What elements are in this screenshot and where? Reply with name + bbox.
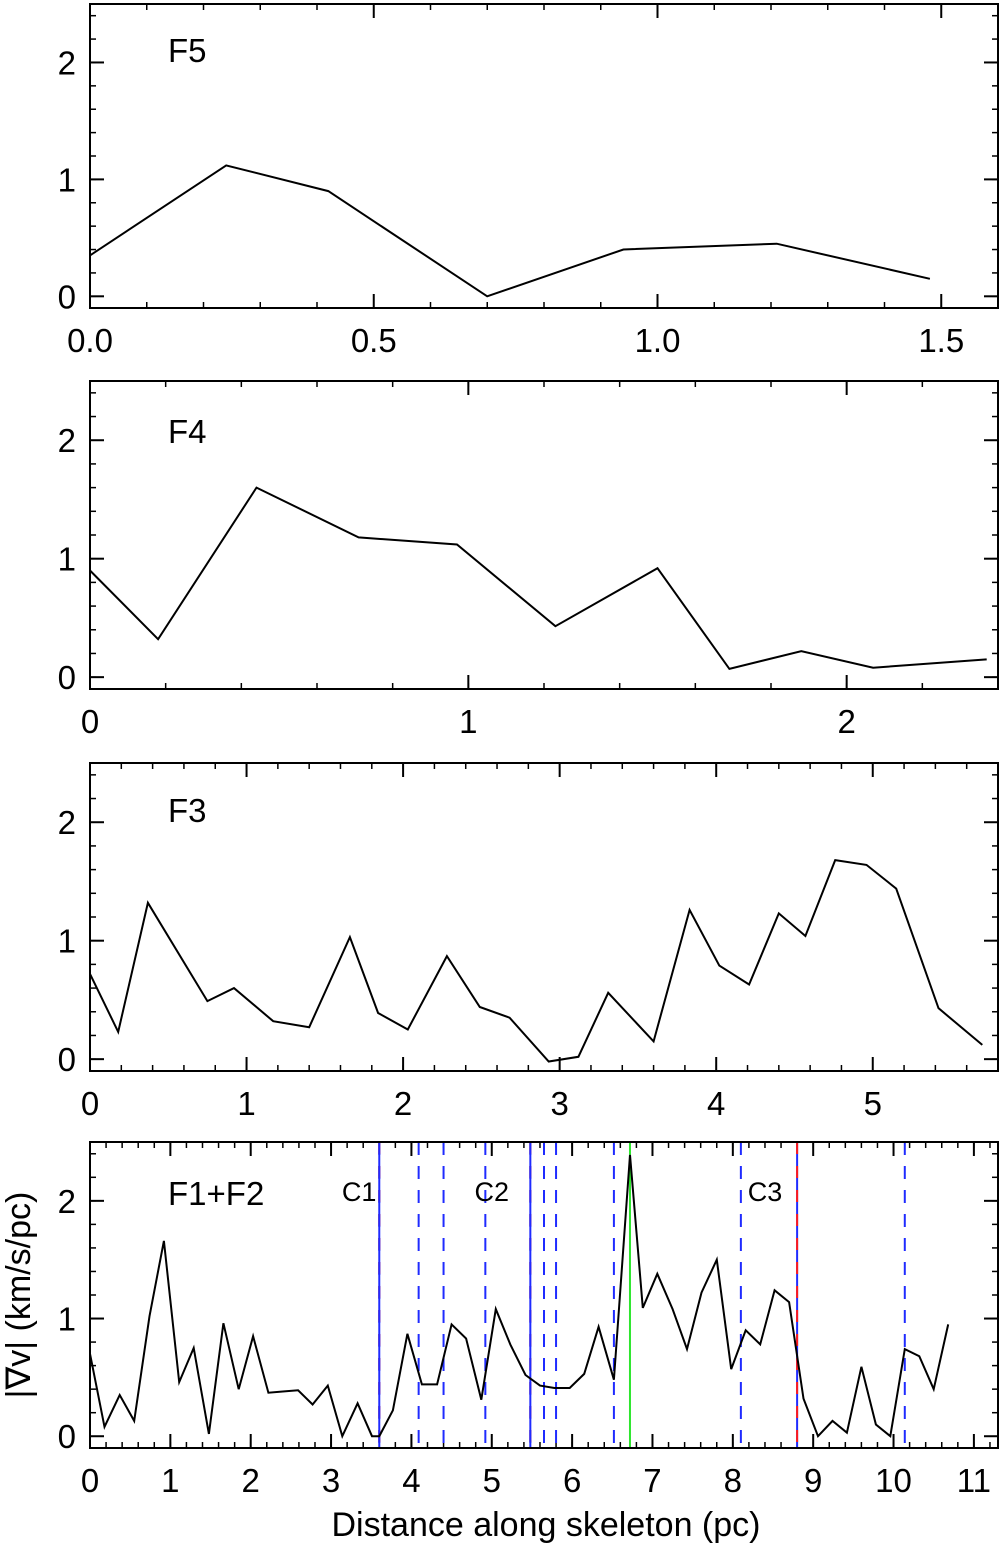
x-axis-label: Distance along skeleton (pc)	[331, 1506, 760, 1544]
y-tick-label: 1	[58, 541, 76, 578]
annotation-label: C2	[475, 1177, 510, 1207]
x-tick-label: 2	[837, 703, 855, 740]
series-line	[89, 164, 931, 298]
x-tick-label: 9	[804, 1462, 822, 1499]
y-tick-label: 1	[58, 161, 76, 198]
annotation-label: C1	[342, 1177, 377, 1207]
y-tick-label: 1	[58, 1301, 76, 1338]
panel-label: F5	[168, 32, 207, 69]
plot-frame	[89, 762, 999, 1072]
x-tick-label: 0	[81, 703, 99, 740]
x-tick-label: 7	[643, 1462, 661, 1499]
x-tick-label: 5	[864, 1085, 882, 1122]
y-tick-label: 0	[58, 1041, 76, 1078]
y-tick-label: 0	[58, 1418, 76, 1455]
x-tick-label: 0.5	[351, 322, 397, 359]
series-line	[89, 1154, 950, 1440]
x-tick-label: 1	[161, 1462, 179, 1499]
x-tick-label: 10	[875, 1462, 912, 1499]
x-tick-label: 11	[957, 1462, 991, 1499]
y-tick-label: 2	[58, 44, 76, 81]
y-tick-label: 2	[58, 1183, 76, 1220]
x-tick-label: 8	[724, 1462, 742, 1499]
series-line	[89, 486, 987, 671]
y-tick-label: 0	[58, 278, 76, 315]
annotation-label: C3	[748, 1177, 783, 1207]
series-line	[89, 858, 983, 1063]
panel-f3: 0 1 2 3 4 5 0 1 2 F3	[58, 762, 999, 1122]
plot-frame	[89, 3, 999, 309]
x-tick-label: 0	[81, 1462, 99, 1499]
x-tick-label: 1	[459, 703, 477, 740]
x-tick-label: 0.0	[67, 322, 113, 359]
panel-f1-f2: 0 1 2 3 4 5 6 7 8 9 10 11 0 1 2 F1+F2 C1 C2 C3 Distance alo…	[0, 1141, 999, 1544]
panel-label: F4	[168, 413, 207, 450]
x-tick-label: 1.0	[635, 322, 681, 359]
x-tick-label: 2	[394, 1085, 412, 1122]
panel-label: F3	[168, 792, 207, 829]
x-tick-label: 1	[237, 1085, 255, 1122]
y-tick-label: 0	[58, 659, 76, 696]
x-tick-label: 0	[81, 1085, 99, 1122]
x-tick-label: 2	[242, 1462, 260, 1499]
x-tick-label: 4	[402, 1462, 420, 1499]
panel-label: F1+F2	[168, 1175, 264, 1212]
x-tick-label: 5	[483, 1462, 501, 1499]
plot-frame	[89, 1141, 999, 1449]
y-tick-label: 1	[58, 923, 76, 960]
x-tick-label: 3	[550, 1085, 568, 1122]
y-tick-label: 2	[58, 804, 76, 841]
panel-f4: 0 1 2 0 1 2 F4	[58, 380, 999, 740]
x-tick-label: 4	[707, 1085, 725, 1122]
x-tick-label: 3	[322, 1462, 340, 1499]
x-tick-label: 6	[563, 1462, 581, 1499]
y-tick-label: 2	[58, 422, 76, 459]
panel-f5: 0.0 0.5 1.0 1.5 0 1 2 F5	[58, 3, 999, 359]
x-tick-label: 1.5	[918, 322, 964, 359]
y-axis-label: |∇v| (km/s/pc)	[0, 1192, 38, 1399]
plot-frame	[89, 380, 999, 690]
